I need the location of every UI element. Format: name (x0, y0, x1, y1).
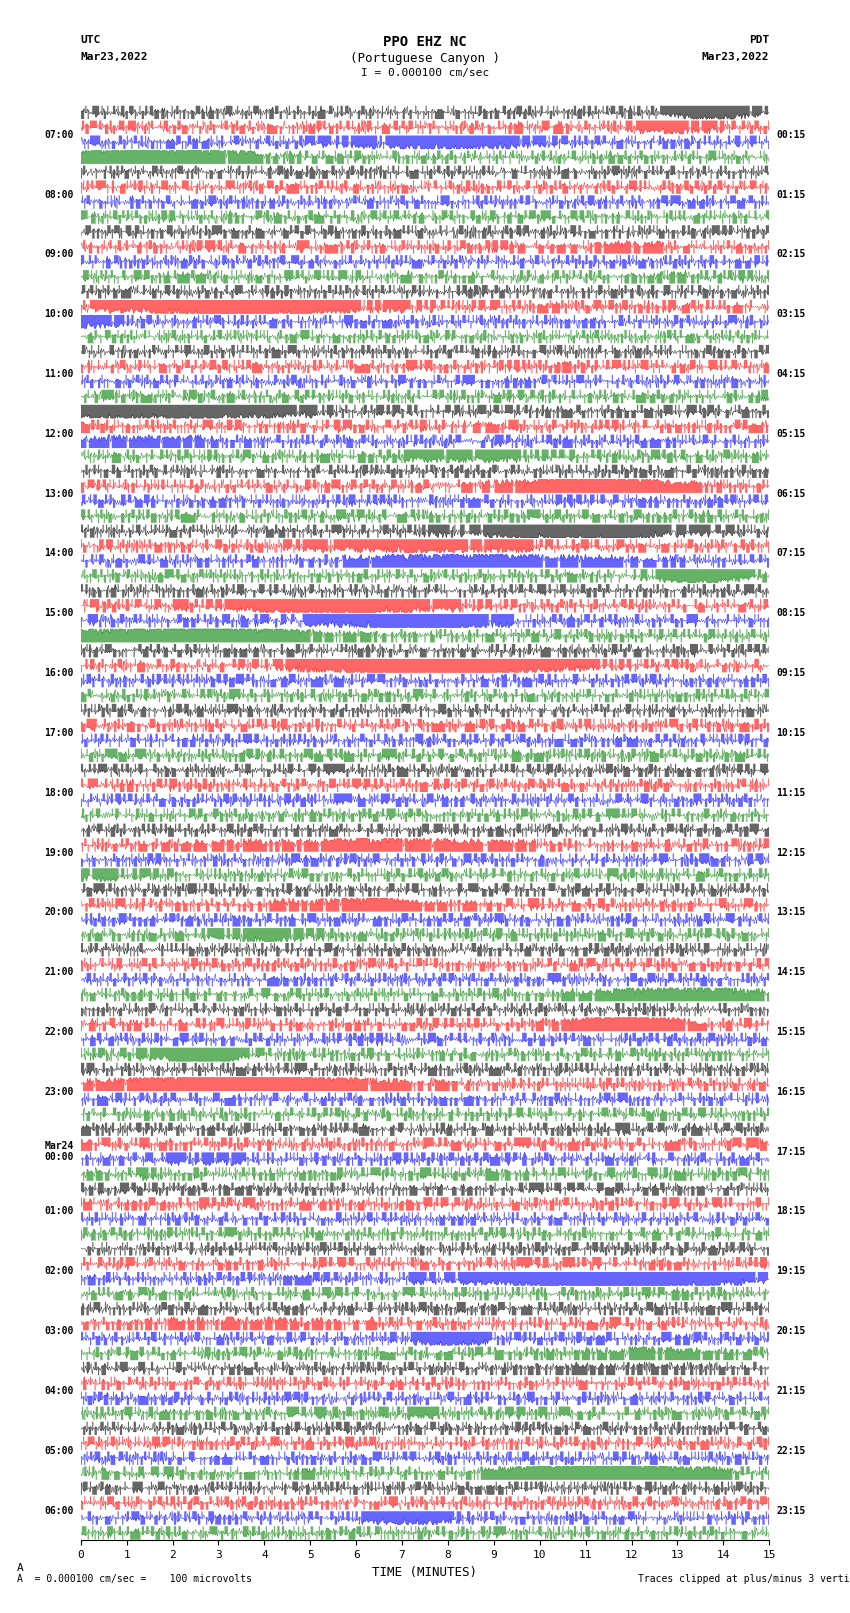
Text: 05:00: 05:00 (44, 1445, 74, 1455)
Text: 07:00: 07:00 (44, 129, 74, 140)
Text: 06:00: 06:00 (44, 1505, 74, 1516)
Text: 22:15: 22:15 (776, 1445, 806, 1455)
Text: 06:15: 06:15 (776, 489, 806, 498)
Text: Mar23,2022: Mar23,2022 (702, 52, 769, 61)
Text: I = 0.000100 cm/sec: I = 0.000100 cm/sec (361, 68, 489, 77)
Text: 18:15: 18:15 (776, 1207, 806, 1216)
Text: 13:00: 13:00 (44, 489, 74, 498)
Text: 17:00: 17:00 (44, 727, 74, 737)
Text: 23:00: 23:00 (44, 1087, 74, 1097)
Text: 08:00: 08:00 (44, 190, 74, 200)
Text: 17:15: 17:15 (776, 1147, 806, 1157)
X-axis label: TIME (MINUTES): TIME (MINUTES) (372, 1566, 478, 1579)
Text: 10:00: 10:00 (44, 310, 74, 319)
Text: (Portuguese Canyon ): (Portuguese Canyon ) (350, 52, 500, 65)
Text: 20:15: 20:15 (776, 1326, 806, 1336)
Text: 09:00: 09:00 (44, 250, 74, 260)
Text: 20:00: 20:00 (44, 908, 74, 918)
Text: 11:15: 11:15 (776, 787, 806, 798)
Text: PDT: PDT (749, 35, 769, 45)
Text: 03:15: 03:15 (776, 310, 806, 319)
Text: 04:15: 04:15 (776, 369, 806, 379)
Text: 00:15: 00:15 (776, 129, 806, 140)
Text: 03:00: 03:00 (44, 1326, 74, 1336)
Text: A  = 0.000100 cm/sec =    100 microvolts: A = 0.000100 cm/sec = 100 microvolts (17, 1574, 252, 1584)
Text: 23:15: 23:15 (776, 1505, 806, 1516)
Text: 02:15: 02:15 (776, 250, 806, 260)
Text: UTC: UTC (81, 35, 101, 45)
Text: 21:15: 21:15 (776, 1386, 806, 1395)
Text: 02:00: 02:00 (44, 1266, 74, 1276)
Text: 10:15: 10:15 (776, 727, 806, 737)
Text: 01:00: 01:00 (44, 1207, 74, 1216)
Text: 15:15: 15:15 (776, 1027, 806, 1037)
Text: A: A (17, 1563, 24, 1573)
Text: 11:00: 11:00 (44, 369, 74, 379)
Text: 22:00: 22:00 (44, 1027, 74, 1037)
Text: Mar23,2022: Mar23,2022 (81, 52, 148, 61)
Text: 14:15: 14:15 (776, 968, 806, 977)
Text: Mar24
00:00: Mar24 00:00 (44, 1140, 74, 1163)
Text: 16:00: 16:00 (44, 668, 74, 677)
Text: 08:15: 08:15 (776, 608, 806, 618)
Text: 05:15: 05:15 (776, 429, 806, 439)
Text: 14:00: 14:00 (44, 548, 74, 558)
Text: 15:00: 15:00 (44, 608, 74, 618)
Text: 09:15: 09:15 (776, 668, 806, 677)
Text: 18:00: 18:00 (44, 787, 74, 798)
Text: 13:15: 13:15 (776, 908, 806, 918)
Text: 12:15: 12:15 (776, 847, 806, 858)
Text: 16:15: 16:15 (776, 1087, 806, 1097)
Text: 07:15: 07:15 (776, 548, 806, 558)
Text: 01:15: 01:15 (776, 190, 806, 200)
Text: 19:15: 19:15 (776, 1266, 806, 1276)
Text: 19:00: 19:00 (44, 847, 74, 858)
Text: PPO EHZ NC: PPO EHZ NC (383, 35, 467, 50)
Text: 12:00: 12:00 (44, 429, 74, 439)
Text: 21:00: 21:00 (44, 968, 74, 977)
Text: 04:00: 04:00 (44, 1386, 74, 1395)
Text: Traces clipped at plus/minus 3 vertical divisions: Traces clipped at plus/minus 3 vertical … (638, 1574, 850, 1584)
